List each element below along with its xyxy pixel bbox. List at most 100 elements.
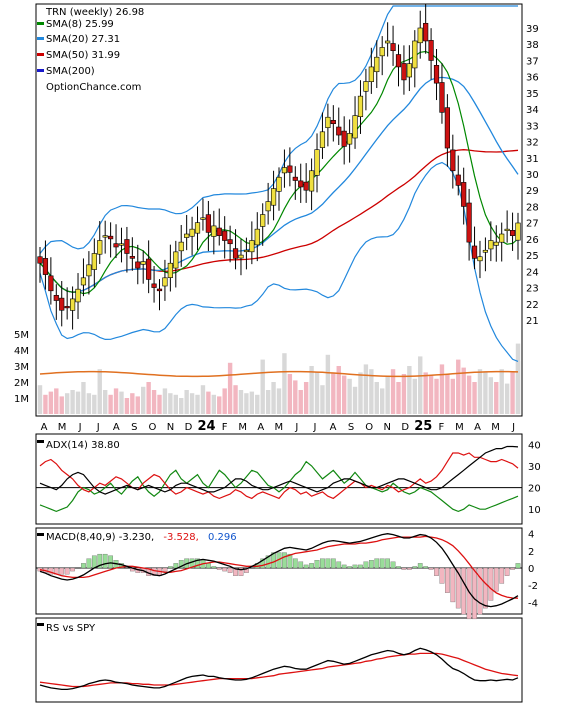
candle-body bbox=[184, 233, 190, 238]
rs-panel-frame bbox=[35, 617, 523, 703]
volume-tick-label: 4M bbox=[14, 346, 29, 357]
legend-title: TRN (weekly) 26.98 bbox=[45, 7, 144, 18]
candle-body bbox=[482, 249, 489, 253]
candle-body bbox=[515, 222, 521, 241]
price-tick-label: 35 bbox=[526, 89, 539, 100]
candle-body bbox=[461, 182, 467, 207]
x-axis-label: S bbox=[131, 422, 137, 433]
candle-body bbox=[238, 254, 244, 259]
macd-histogram-bar bbox=[64, 567, 70, 575]
macd-histogram-bar bbox=[314, 560, 320, 569]
candle-body bbox=[178, 241, 184, 252]
volume-bar bbox=[282, 353, 287, 414]
volume-bar bbox=[396, 382, 401, 414]
price-tick-label: 22 bbox=[526, 300, 539, 311]
candle-body bbox=[146, 258, 152, 280]
macd-histogram-bar bbox=[320, 558, 325, 569]
candle-body bbox=[477, 256, 483, 262]
candle-body bbox=[91, 253, 97, 270]
candle-body bbox=[53, 295, 59, 301]
macd-histogram-bar bbox=[244, 567, 249, 573]
candle-body bbox=[292, 176, 298, 181]
macd-tick-label: 2 bbox=[528, 547, 534, 558]
sma8-line bbox=[39, 50, 519, 295]
x-axis-label: M bbox=[238, 422, 247, 433]
adx-tick-label: 30 bbox=[528, 462, 541, 473]
candle-body bbox=[423, 22, 429, 42]
volume-bar bbox=[168, 393, 173, 414]
macd-histogram-bar bbox=[363, 561, 369, 569]
macd-histogram-bar bbox=[390, 561, 396, 569]
volume-bar bbox=[59, 396, 64, 414]
macd-histogram-bar bbox=[358, 564, 363, 569]
candle-body bbox=[64, 306, 70, 309]
x-axis-label: J bbox=[96, 422, 100, 433]
price-tick-label: 27 bbox=[526, 219, 539, 230]
macd-histogram-bar bbox=[445, 567, 450, 593]
candle-body bbox=[200, 217, 206, 220]
price-legend: TRN (weekly) 26.98 SMA(8) 25.99 SMA(20) … bbox=[37, 6, 146, 94]
price-tick-label: 25 bbox=[526, 251, 539, 262]
candle-body bbox=[314, 149, 320, 176]
macd-histogram-bar bbox=[439, 567, 445, 584]
volume-bar bbox=[358, 372, 363, 414]
macd-histogram-bar bbox=[260, 558, 266, 569]
x-axis-label: N bbox=[167, 422, 174, 433]
macd-histogram-bar bbox=[488, 567, 494, 601]
candle-body bbox=[48, 275, 54, 292]
volume-bar bbox=[255, 394, 260, 414]
macd-histogram-bar bbox=[455, 567, 461, 609]
macd-histogram-bar bbox=[81, 563, 86, 569]
macd-histogram-bar bbox=[493, 567, 499, 592]
volume-average-line bbox=[39, 370, 519, 378]
adx-layer bbox=[36, 445, 522, 513]
macd-histogram-bar bbox=[206, 563, 211, 569]
volume-bar bbox=[200, 385, 206, 414]
volume-bar bbox=[445, 374, 450, 414]
macd-histogram-bar bbox=[216, 567, 222, 570]
volume-bar bbox=[488, 377, 494, 414]
candle-body bbox=[357, 95, 364, 118]
candle-body bbox=[281, 167, 288, 174]
price-tick-label: 36 bbox=[526, 73, 539, 84]
candle-body bbox=[222, 230, 228, 241]
macd-layer bbox=[36, 533, 522, 620]
macd-label: MACD(8,40,9) -3.230, -3.528, 0.296 bbox=[37, 532, 237, 543]
macd-histogram-bar bbox=[178, 560, 184, 569]
volume-bar bbox=[494, 382, 499, 414]
macd-tick-label: -2 bbox=[528, 581, 538, 592]
candle-body bbox=[156, 288, 163, 292]
candle-body bbox=[102, 235, 108, 238]
price-tick-label: 21 bbox=[526, 316, 539, 327]
volume-bar bbox=[390, 369, 396, 414]
volume-bar bbox=[271, 382, 276, 414]
macd-histogram-bar bbox=[401, 567, 407, 570]
candle-body bbox=[270, 188, 277, 206]
candle-body bbox=[162, 277, 168, 287]
price-tick-label: 29 bbox=[526, 186, 539, 197]
volume-bar bbox=[43, 394, 48, 414]
macd-hist-value: 0.296 bbox=[208, 532, 237, 543]
adx-tick-label: 20 bbox=[528, 484, 541, 495]
volume-bar bbox=[70, 390, 75, 414]
volume-tick-label: 5M bbox=[14, 330, 29, 341]
x-axis-label: M bbox=[58, 422, 67, 433]
legend-sma200: SMA(200) bbox=[46, 66, 95, 77]
macd-histogram-bar bbox=[472, 567, 477, 620]
price-tick-label: 30 bbox=[526, 170, 539, 181]
x-axis-label: O bbox=[148, 422, 156, 433]
adx-line bbox=[39, 445, 519, 495]
volume-bar bbox=[352, 386, 358, 414]
candle-body bbox=[167, 262, 173, 278]
macd-line bbox=[39, 533, 519, 608]
x-axis-label: J bbox=[511, 422, 515, 433]
candle-body bbox=[471, 245, 478, 259]
rs-line bbox=[39, 647, 519, 691]
sma200-swatch bbox=[37, 69, 44, 72]
macd-histogram-bar bbox=[195, 558, 200, 569]
volume-bar bbox=[173, 394, 178, 414]
macd-histogram-bar bbox=[222, 567, 228, 572]
candle-body bbox=[189, 228, 195, 237]
candle-body bbox=[428, 40, 434, 61]
price-tick-label: 28 bbox=[526, 202, 539, 213]
